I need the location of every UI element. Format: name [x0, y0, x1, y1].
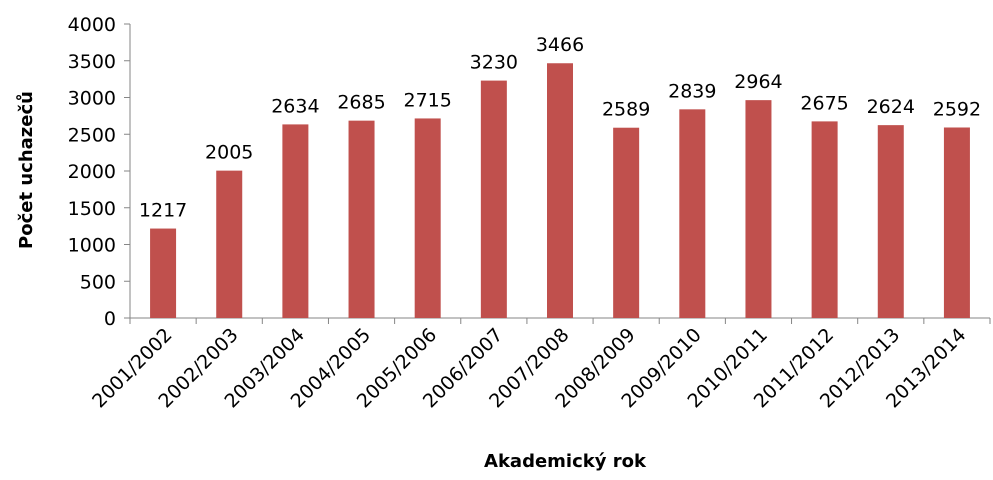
y-tick-label: 2500	[68, 124, 116, 146]
bar	[150, 228, 177, 318]
y-tick-label: 0	[104, 308, 116, 330]
data-label: 2964	[734, 71, 782, 93]
bar	[745, 100, 772, 319]
data-label: 2589	[602, 99, 650, 121]
data-label: 2715	[404, 89, 452, 111]
data-label: 3230	[470, 52, 518, 74]
bar	[613, 127, 640, 319]
y-tick-label: 3000	[68, 88, 116, 110]
y-tick-label: 500	[80, 271, 116, 293]
data-label: 1217	[139, 200, 187, 222]
y-tick-label: 2000	[68, 161, 116, 183]
bar	[282, 124, 309, 318]
bar	[547, 63, 573, 319]
bar	[679, 109, 706, 319]
bar	[348, 120, 375, 318]
bar	[216, 170, 243, 318]
data-label: 2839	[668, 80, 716, 102]
bar	[414, 118, 441, 318]
bar	[877, 125, 904, 318]
data-label: 2005	[205, 142, 253, 164]
y-tick-label: 3500	[68, 51, 116, 73]
data-label: 2675	[800, 92, 848, 114]
data-label: 2685	[337, 92, 385, 114]
y-tick-label: 1500	[68, 198, 116, 220]
x-axis-label: Akademický rok	[484, 451, 647, 472]
y-axis-label: Počet uchazečů	[15, 91, 37, 249]
data-label: 3466	[536, 34, 584, 56]
y-tick-label: 4000	[68, 14, 116, 36]
bar	[811, 121, 838, 318]
data-label: 2624	[867, 96, 915, 118]
bar	[943, 127, 970, 318]
y-tick-label: 1000	[68, 235, 116, 257]
bar	[480, 80, 507, 318]
data-label: 2634	[271, 95, 319, 117]
data-label: 2592	[933, 98, 981, 120]
